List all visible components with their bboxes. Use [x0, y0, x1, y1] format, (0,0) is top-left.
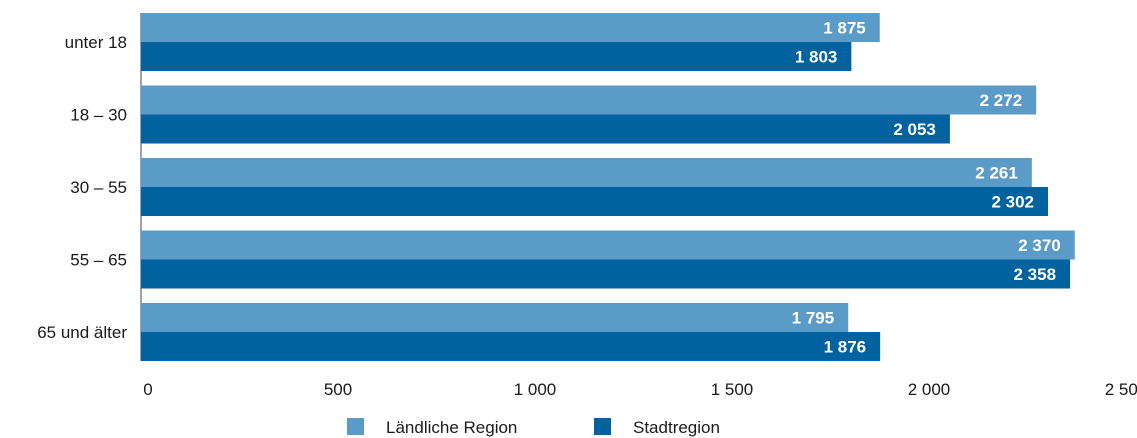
category-labels: unter 18 18 – 30 30 – 55 55 – 65 65 und älte… [37, 33, 127, 342]
category-label: 65 und älter [37, 323, 127, 342]
category-label: unter 18 [65, 33, 127, 52]
bar-laendliche-region-4 [141, 303, 849, 332]
bar-stadtregion-3 [141, 259, 1071, 289]
legend-label: Stadtregion [633, 418, 720, 437]
x-tick-label: 0 [143, 380, 152, 399]
bar-laendliche-region-3 [141, 230, 1075, 260]
x-tick-label: 1 500 [711, 380, 754, 399]
legend-swatch [347, 418, 364, 435]
bar-data-label: 1 803 [795, 48, 838, 67]
bar-stadtregion-4 [141, 332, 881, 361]
x-tick-label: 1 000 [514, 380, 557, 399]
x-tick-label: 2 000 [908, 380, 951, 399]
category-label: 55 – 65 [70, 251, 127, 270]
bar-data-label: 2 370 [1018, 236, 1061, 255]
bar-data-label: 1 875 [823, 19, 866, 38]
legend-label: Ländliche Region [386, 418, 517, 437]
bar-data-label: 1 795 [792, 309, 835, 328]
legend: Ländliche Region Stadtregion [347, 418, 720, 437]
bar-laendliche-region-0 [141, 13, 880, 42]
bar-data-label: 2 053 [893, 120, 936, 139]
bar-stadtregion-1 [141, 114, 950, 144]
bar-laendliche-region-1 [141, 85, 1037, 115]
bar-data-label: 2 302 [991, 193, 1034, 212]
category-label: 18 – 30 [70, 106, 127, 125]
x-tick-label: 500 [324, 380, 352, 399]
bar-data-label: 2 358 [1014, 265, 1057, 284]
x-tick-label: 2 500 [1105, 380, 1137, 399]
legend-swatch [594, 418, 611, 435]
bar-data-label: 1 876 [824, 338, 867, 357]
bar-data-label: 2 272 [980, 91, 1023, 110]
x-tick-labels: 0 500 1 000 1 500 2 000 2 500 [143, 380, 1137, 399]
bar-data-label: 2 261 [975, 164, 1018, 183]
category-label: 30 – 55 [70, 178, 127, 197]
bar-laendliche-region-2 [141, 158, 1032, 187]
bar-stadtregion-2 [141, 187, 1048, 216]
bar-stadtregion-0 [141, 42, 852, 71]
bars: 1 875 1 803 2 272 2 053 2 261 2 302 2 370 2 358… [141, 13, 1075, 361]
